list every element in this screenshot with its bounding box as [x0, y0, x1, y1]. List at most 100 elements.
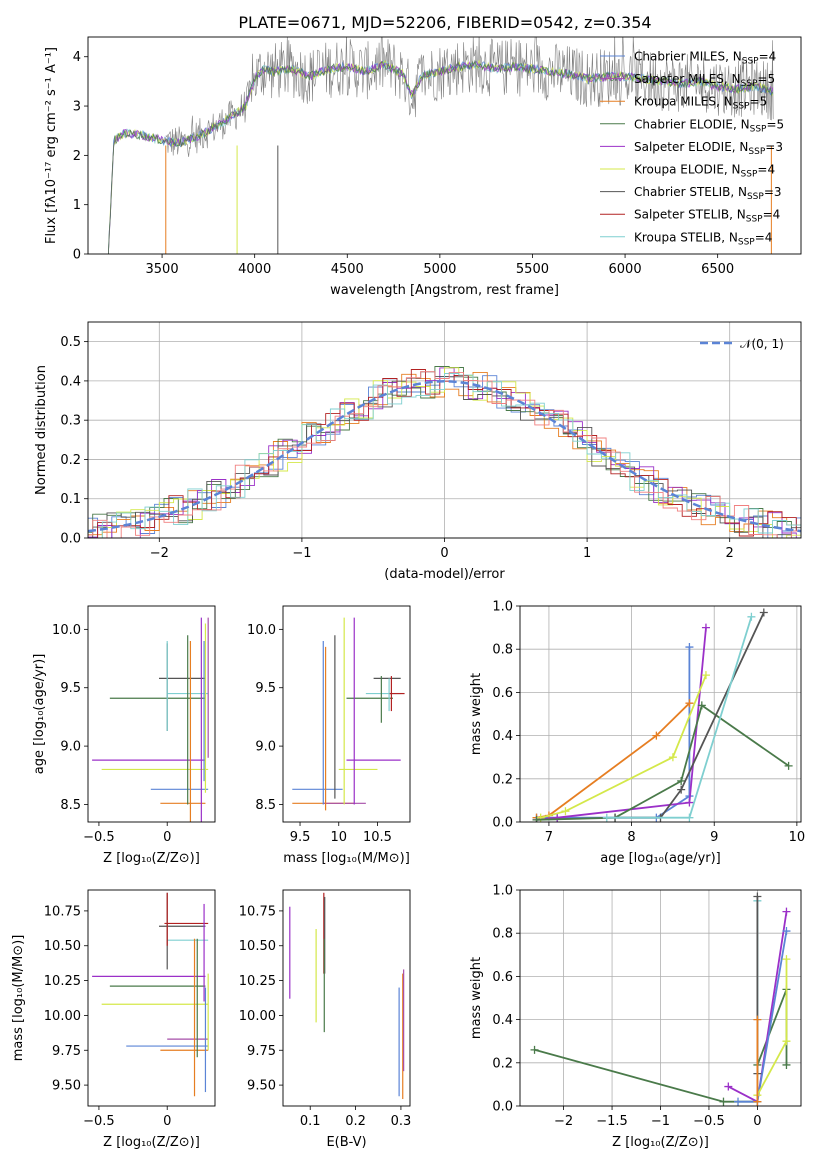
mass-weight-marker [782, 955, 791, 964]
x-axis-label: age [log₁₀(age/yr)] [600, 851, 721, 866]
y-tick-label: 8.5 [255, 798, 276, 813]
y-tick-label: 0.8 [492, 643, 513, 658]
weight-lines [530, 892, 791, 1106]
y-axis-label: Flux [fλ10⁻¹⁷ erg cm⁻² s⁻¹ A⁻¹] [44, 47, 59, 244]
x-tick-label: −2 [150, 546, 169, 561]
mass-weight-marker [532, 815, 541, 822]
weight-lines [532, 608, 793, 822]
x-tick-label: 5000 [423, 262, 456, 277]
y-tick-label: 10.00 [239, 1009, 276, 1024]
model-spectrum-line [107, 59, 774, 254]
mass-weight-marker [685, 813, 694, 822]
legend-entry: Salpeter ELODIE, NSSP=3 [634, 140, 783, 157]
mass-weight-marker [553, 813, 562, 822]
mass-weight-marker [685, 798, 694, 807]
x-tick-label: 0 [163, 1114, 171, 1129]
model-spectrum-line [107, 60, 774, 254]
y-tick-label: 0.5 [60, 335, 81, 350]
panel-spectrum: 3500 4000 4500 5000 5500 6000 6500 0 1 2 3 4 wavelen… [44, 47, 734, 298]
x-tick-label: −1 [292, 546, 311, 561]
y-tick-label: 4 [73, 50, 81, 65]
axes-frame [282, 605, 411, 823]
mass-weight-marker [753, 892, 762, 901]
y-tick-label: 0.0 [492, 816, 513, 831]
spectrum-lines [107, 37, 774, 254]
legend-entry: Kroupa ELODIE, NSSP=4 [634, 163, 775, 180]
y-tick-label: 0.2 [492, 772, 513, 787]
y-tick-label: 2 [73, 149, 81, 164]
y-tick-label: 9.0 [255, 740, 276, 755]
histogram-step-line [88, 375, 801, 538]
panel-residual-distribution: −2 −1 0 1 2 0.0 0.1 0.2 0.3 0.4 0.5 (data-model)/er… [34, 322, 801, 582]
panel-age-vs-Z: −0.5 0 8.5 9.0 9.5 10.0 Z [log₁₀(Z/Z⊙)] age [lo… [32, 623, 200, 866]
y-axis-label: Normed distribution [34, 365, 49, 495]
legend-entry: Salpeter MILES, NSSP=5 [634, 72, 775, 89]
axes-frame [87, 321, 802, 539]
legend-entry: Kroupa STELIB, NSSP=4 [634, 230, 772, 247]
x-tick-label: −0.5 [693, 1114, 725, 1129]
mass-weight-marker [753, 1097, 762, 1106]
y-axis-label: mass weight [469, 673, 484, 755]
mass-weight-marker [784, 761, 793, 770]
histogram-step-line [88, 366, 801, 538]
y-tick-label: 9.75 [247, 1044, 276, 1059]
y-tick-label: 8.5 [60, 798, 81, 813]
y-tick-label: 10.75 [239, 904, 276, 919]
model-spectrum-line [107, 59, 774, 254]
residual-legend: 𝒩(0, 1) [700, 337, 784, 351]
y-tick-label: 10.00 [44, 1009, 81, 1024]
mass-weight-marker [701, 623, 710, 632]
x-tick-label: 6000 [609, 262, 642, 277]
y-tick-label: 10.0 [52, 623, 81, 638]
x-tick-label: 0.1 [300, 1114, 321, 1129]
mass-weight-marker [701, 671, 710, 680]
mass-weight-marker [759, 608, 768, 617]
y-tick-label: 9.5 [255, 681, 276, 696]
x-tick-label: 5500 [516, 262, 549, 277]
mass-weight-marker [724, 1082, 733, 1091]
y-axis-label: mass [log₁₀(M/M⊙)] [11, 935, 26, 1062]
y-tick-label: 9.5 [60, 681, 81, 696]
y-tick-label: 0.2 [492, 1056, 513, 1071]
y-tick-label: 10.75 [44, 904, 81, 919]
panel-mass-vs-ebv: 0.1 0.2 0.3 9.50 9.75 10.00 10.25 10.50 10.75 E(B… [239, 904, 411, 1150]
y-axis-label: mass weight [469, 957, 484, 1039]
y-tick-label: 0.2 [60, 453, 81, 468]
y-tick-label: 0.0 [60, 532, 81, 547]
y-tick-label: 10.50 [44, 939, 81, 954]
model-spectrum-line [107, 60, 774, 254]
y-tick-label: 0.3 [60, 414, 81, 429]
panel-mass-weight-vs-age: 7 8 9 10 0.0 0.2 0.4 0.6 0.8 1.0 age [log₁₀(age/yr… [469, 600, 805, 867]
mass-weight-marker [685, 699, 694, 708]
mass-weight-marker [561, 807, 570, 816]
mass-weight-marker [697, 701, 706, 710]
error-bars [289, 892, 405, 1100]
y-tick-label: 0.1 [60, 492, 81, 507]
mass-weight-marker [782, 907, 791, 916]
legend-entry: Salpeter STELIB, NSSP=4 [634, 208, 780, 225]
y-tick-label: 0.4 [60, 374, 81, 389]
model-spectrum-line [107, 60, 773, 254]
x-axis-label: Z [log₁₀(Z/Z⊙)] [103, 1135, 200, 1150]
mass-weight-marker [652, 731, 661, 740]
y-tick-label: 1 [73, 198, 81, 213]
error-bars [292, 617, 405, 811]
mass-weight-marker [602, 813, 611, 822]
histogram-step-line [88, 371, 801, 538]
x-tick-label: −2 [554, 1114, 573, 1129]
axes-frame [87, 605, 216, 823]
x-tick-label: 10 [330, 830, 347, 845]
panel-mass-vs-Z: −0.5 0 9.50 9.75 10.00 10.25 10.50 10.75 Z [log₁… [11, 904, 200, 1150]
mass-weight-marker [753, 1015, 762, 1024]
histograms [88, 366, 801, 538]
y-tick-label: 1.0 [492, 600, 513, 615]
x-tick-label: 8 [627, 830, 635, 845]
legend-entry: 𝒩(0, 1) [740, 337, 784, 351]
mass-weight-series-line [540, 674, 707, 819]
mass-weight-marker [685, 643, 694, 652]
x-tick-label: 10 [789, 830, 806, 845]
x-tick-label: 1 [583, 546, 591, 561]
y-axis-label: age [log₁₀(age/yr)] [32, 654, 47, 775]
y-tick-label: 9.0 [60, 740, 81, 755]
